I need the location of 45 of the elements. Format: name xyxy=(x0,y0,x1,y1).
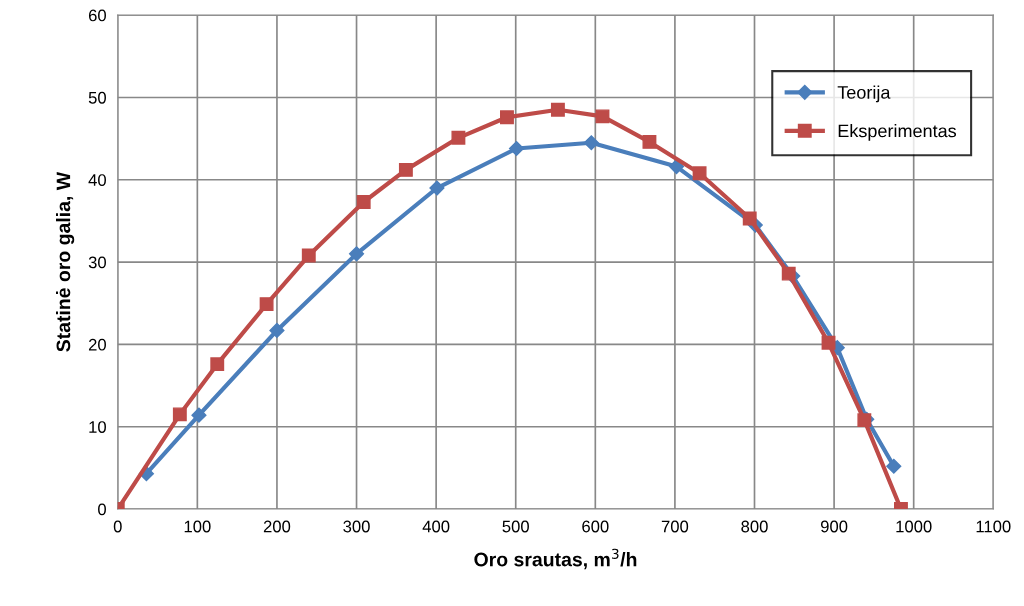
point xyxy=(398,162,413,177)
point xyxy=(886,458,902,474)
point xyxy=(500,110,514,125)
x-tick-label: 1000 xyxy=(896,520,932,533)
y-tick-label: 50 xyxy=(88,91,106,104)
x-tick-label: 0 xyxy=(113,520,122,533)
y-tick-label: 40 xyxy=(88,174,106,186)
point xyxy=(508,140,525,157)
x-tick-label: 600 xyxy=(582,520,609,533)
point xyxy=(259,297,274,312)
y-tick-label: 20 xyxy=(88,338,106,351)
point xyxy=(595,109,610,124)
point xyxy=(210,357,225,372)
point xyxy=(742,211,757,226)
y-tick-label: 0 xyxy=(98,503,106,516)
point xyxy=(269,322,285,338)
x-tick-label: 200 xyxy=(263,520,291,533)
y-tick-label: 30 xyxy=(88,256,106,269)
point xyxy=(172,407,187,422)
point xyxy=(191,407,207,423)
x-tick-label: 900 xyxy=(820,520,848,533)
x-tick-label: 100 xyxy=(184,520,211,533)
point xyxy=(348,246,365,262)
point xyxy=(642,134,657,149)
y-tick-label: 10 xyxy=(89,421,106,433)
point xyxy=(429,180,445,196)
point xyxy=(781,266,796,281)
point xyxy=(356,195,371,209)
point xyxy=(692,166,707,181)
legend-label: Teorija xyxy=(837,85,891,103)
point xyxy=(301,248,316,263)
y-tick-label: 60 xyxy=(88,9,106,22)
point xyxy=(451,130,466,145)
x-tick-label: 300 xyxy=(343,520,370,533)
x-axis-title: Oro srautas, m$^{3}$/h xyxy=(474,548,637,570)
x-tick-label: 400 xyxy=(422,520,450,533)
point xyxy=(583,135,599,151)
point xyxy=(550,102,565,117)
x-tick-label: 500 xyxy=(502,520,529,533)
legend-label: Eksperimentas xyxy=(838,124,957,141)
x-tick-label: 700 xyxy=(661,520,689,533)
x-tick-label: 1100 xyxy=(976,520,1011,533)
point xyxy=(821,335,836,350)
y-axis-title: Statinė oro galia, W xyxy=(56,171,75,352)
x-tick-label: 800 xyxy=(741,520,768,533)
